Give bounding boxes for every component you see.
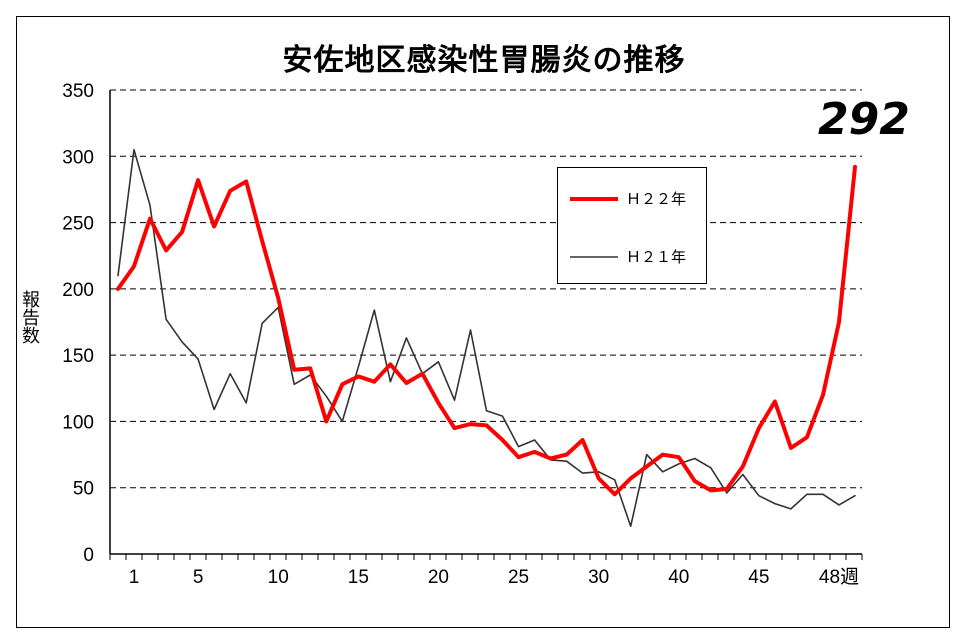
- x-tick-label-30: 30: [588, 567, 609, 588]
- legend-label-h22: Ｈ２２年: [626, 190, 687, 208]
- series-line-h22: [116, 164, 857, 497]
- x-tick-label-45: 45: [748, 567, 769, 588]
- legend-item-h21: Ｈ２１年: [568, 246, 686, 267]
- x-tick-label-20: 20: [428, 567, 449, 588]
- legend-label-h21: Ｈ２１年: [626, 248, 687, 266]
- x-tick-label-1: 1: [129, 567, 140, 588]
- chart-title: 安佐地区感染性胃腸炎の推移: [282, 43, 686, 78]
- y-tick-label-300: 300: [62, 147, 94, 168]
- y-tick-label-200: 200: [62, 280, 94, 301]
- y-tick-label-50: 50: [73, 479, 94, 500]
- x-tick-label-25: 25: [508, 567, 529, 588]
- y-axis-label: 報告数: [19, 290, 40, 344]
- x-tick-label-48週: 48週: [819, 566, 859, 588]
- y-tick-label-0: 0: [83, 545, 94, 566]
- legend: Ｈ２２年 Ｈ２１年: [557, 167, 707, 284]
- y-tick-label-250: 250: [62, 214, 94, 235]
- y-tick-label-350: 350: [62, 81, 94, 102]
- legend-item-h22: Ｈ２２年: [568, 188, 686, 209]
- x-tick-label-15: 15: [348, 567, 369, 588]
- legend-swatch-h21: [570, 255, 618, 258]
- final-value-callout: 292: [818, 94, 910, 145]
- legend-swatch-h22: [570, 196, 618, 201]
- x-tick-label-5: 5: [193, 567, 204, 588]
- x-tick-label-10: 10: [268, 567, 289, 588]
- y-tick-label-150: 150: [62, 346, 94, 367]
- chart-frame: [16, 16, 950, 628]
- y-tick-label-100: 100: [62, 412, 94, 433]
- x-tick-label-40: 40: [668, 567, 689, 588]
- series-line-h21: [117, 148, 856, 528]
